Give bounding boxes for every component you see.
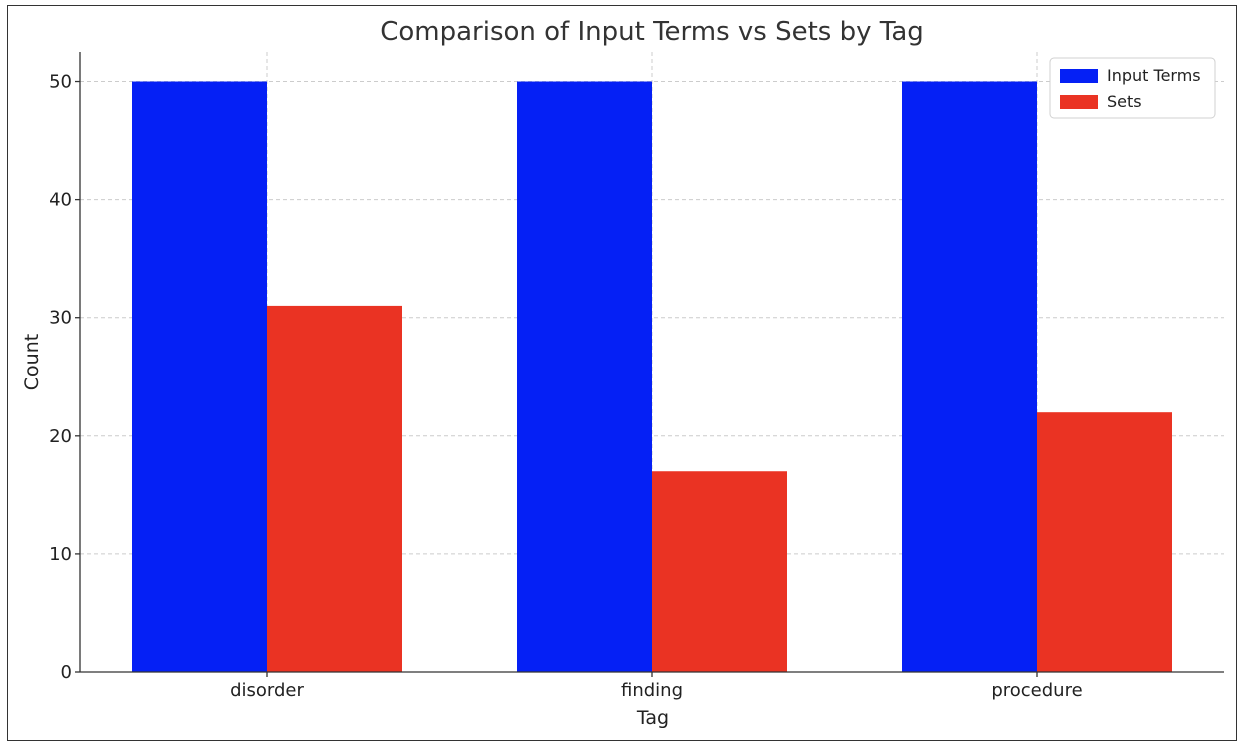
tick-labels: 0 10 20 30 40 50 disorder finding procedure — [49, 72, 1083, 701]
x-tick-label: procedure — [991, 680, 1082, 701]
y-tick-label: 50 — [49, 72, 72, 93]
y-tick-label: 20 — [49, 426, 72, 447]
x-tick-label: disorder — [230, 680, 304, 701]
y-tick-label: 0 — [61, 662, 72, 683]
bar-sets-procedure — [1037, 412, 1172, 672]
bar-sets-disorder — [267, 305, 402, 672]
bar-sets-finding — [652, 471, 787, 672]
legend-label: Input Terms — [1107, 66, 1201, 85]
chart-title: Comparison of Input Terms vs Sets by Tag — [380, 17, 924, 47]
legend: Input Terms Sets — [1049, 57, 1216, 119]
bar-input-terms-procedure — [902, 81, 1037, 673]
y-tick-label: 40 — [49, 190, 72, 211]
axes — [75, 52, 1224, 677]
bars — [132, 81, 1172, 673]
bar-input-terms-disorder — [132, 81, 267, 673]
bar-input-terms-finding — [517, 81, 652, 673]
legend-label: Sets — [1107, 92, 1142, 111]
x-tick-label: finding — [621, 680, 683, 701]
y-tick-label: 10 — [49, 544, 72, 565]
x-axis-label: Tag — [636, 707, 669, 729]
legend-swatch — [1060, 95, 1098, 109]
y-axis-label: Count — [21, 334, 43, 390]
legend-swatch — [1060, 69, 1098, 83]
y-tick-label: 30 — [49, 308, 72, 329]
